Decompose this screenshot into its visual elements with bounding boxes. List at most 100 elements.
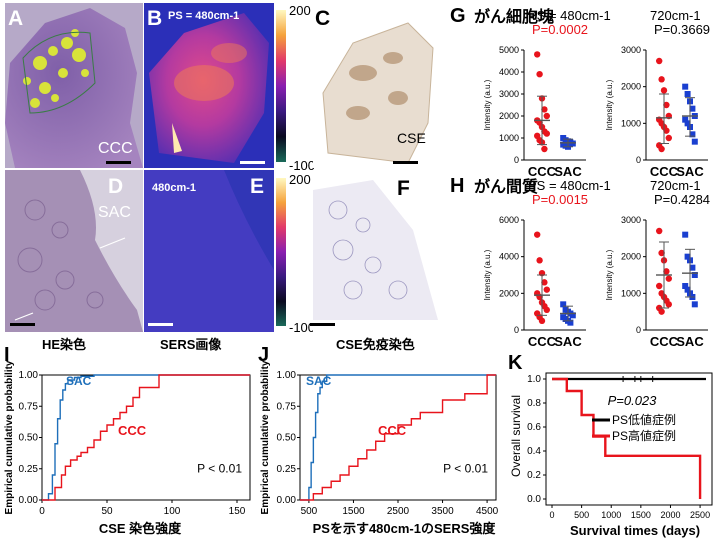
- data-point: [543, 306, 550, 314]
- y-tick-label: 3000: [621, 215, 641, 225]
- panel-letter-k: K: [508, 352, 523, 374]
- label-ps-480-b: PS = 480cm-1: [168, 10, 240, 22]
- subplot-pvalue: P=0.4284: [654, 192, 710, 207]
- km-line-high: [552, 377, 702, 499]
- data-point: [684, 120, 691, 127]
- panel-letter-b: B: [147, 7, 163, 30]
- data-point: [560, 301, 567, 308]
- cse-ihc-sac: [313, 170, 443, 332]
- y-tick-label: 0.25: [19, 464, 39, 475]
- data-point: [665, 301, 672, 308]
- ecdf-line-ccc: [42, 374, 250, 501]
- data-point: [541, 145, 548, 153]
- colorbar-e-max: 200: [289, 172, 311, 187]
- y-tick-label: 3000: [499, 89, 519, 99]
- category-label: SAC: [676, 334, 704, 349]
- panel-letter-f: F: [397, 177, 410, 200]
- y-tick-label: 2000: [499, 111, 519, 121]
- scale-bar-e: [148, 323, 173, 326]
- legend-label-low: PS低値症例: [612, 412, 676, 427]
- data-point: [682, 116, 689, 123]
- x-tick-label: 50: [101, 506, 113, 517]
- category-label: CCC: [650, 334, 679, 349]
- data-point: [658, 308, 665, 315]
- panel-letter: J: [258, 345, 269, 366]
- data-point: [541, 279, 548, 286]
- y-tick-label: 4000: [499, 252, 519, 262]
- x-tick-label: 1500: [342, 506, 365, 517]
- data-point: [689, 264, 696, 271]
- panel-title-g: がん細胞塊: [474, 7, 554, 26]
- panel-letter-h: H: [450, 175, 464, 197]
- data-point: [658, 145, 665, 153]
- sers-map-480-ccc: [144, 3, 274, 168]
- x-tick-label: 2500: [387, 506, 410, 517]
- sers-map-480-sac: [144, 170, 274, 332]
- data-point: [663, 101, 670, 109]
- scale-bar-a: [106, 161, 131, 164]
- x-axis-label: CSE 染色強度: [99, 521, 182, 536]
- panel-letter-c: C: [315, 7, 331, 30]
- caption-sers: SERS画像: [160, 337, 222, 352]
- label-480-e: 480cm-1: [152, 182, 197, 194]
- data-point: [684, 91, 691, 97]
- y-tick-label: 3000: [621, 45, 641, 55]
- data-point: [665, 134, 672, 142]
- panel-letter-g: G: [450, 5, 466, 27]
- caption-he: HE染色: [42, 337, 87, 352]
- scatter-subplot: PS = 480cm-1P=0.0002 0 1000 2000 3000 4000 500…: [483, 8, 611, 179]
- y-tick-label: 5000: [499, 45, 519, 55]
- y-tick-label: 0.00: [19, 495, 39, 506]
- scatter-subplot: PS = 480cm-1P=0.0015 0 2000 4000 6000 Intensi…: [483, 178, 611, 349]
- y-tick-label: 2000: [621, 82, 641, 92]
- label-ccc: CCC: [118, 423, 147, 438]
- y-tick-label: 0.75: [277, 401, 297, 412]
- category-label: SAC: [676, 164, 704, 179]
- y-tick-label: 1000: [621, 118, 641, 128]
- x-tick-label: 0: [549, 510, 554, 520]
- x-tick-label: 500: [301, 506, 318, 517]
- x-tick-label: 1500: [631, 510, 651, 520]
- data-point: [534, 231, 541, 238]
- y-tick-label: 1.0: [527, 374, 541, 385]
- x-tick-label: 2000: [660, 510, 680, 520]
- y-tick-label: 1000: [499, 133, 519, 143]
- panel-letter-e: E: [250, 175, 265, 198]
- data-point: [682, 83, 689, 90]
- category-label: SAC: [554, 334, 582, 349]
- category-label: CCC: [528, 164, 557, 179]
- data-point: [569, 312, 576, 319]
- data-point: [684, 286, 691, 293]
- y-tick-label: 0.50: [19, 433, 39, 444]
- subplot-pvalue: P=0.3669: [654, 22, 710, 37]
- x-tick-label: 3500: [431, 506, 454, 517]
- data-point: [656, 227, 663, 235]
- panel-title-h: がん間質: [474, 177, 538, 196]
- label-ccc: CCC: [378, 423, 407, 438]
- y-tick-label: 1.00: [19, 370, 39, 381]
- category-label: CCC: [528, 334, 557, 349]
- data-point: [682, 283, 689, 289]
- colorbar-b: [276, 10, 286, 162]
- data-point: [663, 268, 670, 275]
- y-axis-label: Intensity (a.u.): [605, 249, 614, 300]
- data-point: [543, 286, 550, 293]
- data-point: [656, 282, 663, 290]
- cse-ihc-ccc: [313, 3, 443, 168]
- y-tick-label: 2000: [621, 252, 641, 262]
- data-point: [689, 105, 696, 112]
- panel-letter-a: A: [8, 7, 24, 30]
- pvalue: P < 0.01: [443, 462, 488, 476]
- data-point: [543, 112, 550, 120]
- label-sac-d: SAC: [98, 204, 131, 221]
- panel-letter-d: D: [108, 175, 124, 198]
- data-point: [658, 76, 665, 83]
- ecdf-plot-i: I 0.00 0.25 0.50 0.75 1.00 0 50 100 150 Empirical …: [4, 345, 251, 536]
- subplot-title: 720cm-1: [650, 8, 701, 23]
- x-tick-label: 100: [164, 506, 181, 517]
- scale-bar-c: [393, 161, 418, 164]
- y-tick-label: 0: [514, 155, 519, 165]
- y-tick-label: 0.25: [277, 464, 297, 475]
- he-ccc-image: [5, 3, 143, 168]
- scale-bar-f: [310, 323, 335, 326]
